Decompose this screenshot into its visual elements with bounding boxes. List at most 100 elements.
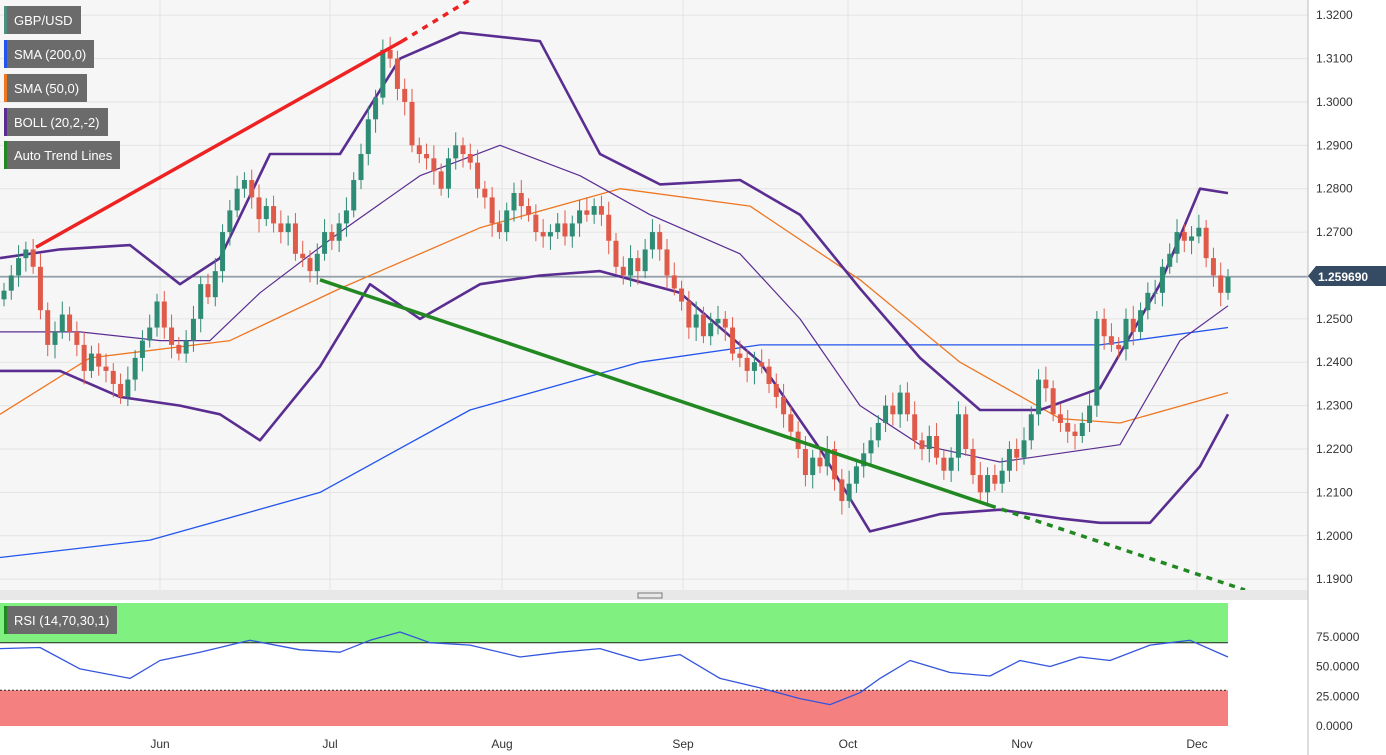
candle-body: [263, 206, 269, 220]
candle-body: [890, 405, 896, 415]
candle-body: [941, 457, 947, 471]
candle-body: [802, 449, 808, 476]
y-tick-label: 1.2700: [1316, 225, 1353, 239]
candle-body: [584, 210, 590, 215]
candle-body: [1043, 379, 1049, 389]
candle-body: [861, 453, 867, 467]
legend-sma50[interactable]: SMA (50,0): [4, 74, 88, 102]
candle-body: [547, 232, 553, 237]
candle-body: [37, 266, 43, 311]
candle-body: [1101, 318, 1107, 337]
candle-body: [52, 331, 58, 345]
candle-body: [598, 206, 604, 215]
candle-body: [183, 340, 189, 354]
candle-body: [1189, 236, 1195, 241]
rsi-y-tick-label: 75.0000: [1316, 630, 1360, 644]
candle-body: [482, 188, 488, 198]
candle-body: [693, 314, 699, 328]
pane-divider[interactable]: [0, 590, 1308, 600]
candle-body: [1014, 449, 1020, 458]
candle-body: [256, 197, 262, 220]
candle-body: [205, 284, 211, 298]
candle-body: [1130, 318, 1136, 332]
candle-body: [1210, 258, 1216, 276]
candle-body: [620, 266, 626, 276]
candle-body: [948, 457, 954, 471]
y-tick-label: 1.2500: [1316, 312, 1353, 326]
legend-swatch: [4, 40, 7, 68]
candle-body: [511, 193, 517, 211]
candle-body: [387, 49, 393, 59]
y-tick-label: 1.3000: [1316, 95, 1353, 109]
candle-body: [358, 154, 364, 181]
candle-body: [1203, 227, 1209, 259]
pane-resize-handle[interactable]: [637, 592, 663, 599]
candle-body: [1159, 266, 1165, 293]
candle-body: [875, 422, 881, 441]
candle-body: [533, 214, 539, 233]
candle-body: [1072, 431, 1078, 436]
rsi-y-tick-label: 0.0000: [1316, 719, 1353, 733]
candle-body: [241, 180, 247, 189]
legend-gbpusd[interactable]: GBP/USD: [4, 6, 81, 34]
candle-body: [96, 353, 102, 367]
candle-body: [394, 58, 400, 89]
y-tick-label: 1.2100: [1316, 485, 1353, 499]
main-plot-area[interactable]: [0, 0, 1308, 590]
candle-body: [489, 197, 495, 224]
candle-body: [1225, 276, 1231, 293]
candle-body: [810, 457, 816, 476]
candle-body: [992, 475, 998, 484]
candle-body: [577, 210, 583, 224]
candle-body: [1, 290, 7, 300]
candle-body: [1167, 253, 1173, 267]
y-tick-label: 1.1900: [1316, 572, 1353, 586]
candle-body: [16, 258, 22, 276]
legend-label: SMA (200,0): [14, 46, 87, 62]
y-tick-label: 1.2400: [1316, 355, 1353, 369]
candle-body: [846, 483, 852, 502]
candle-body: [999, 470, 1005, 484]
candle-body: [781, 396, 787, 415]
candle-body: [904, 392, 910, 415]
candle-body: [628, 258, 634, 276]
candle-body: [1108, 336, 1114, 345]
candle-body: [220, 232, 226, 272]
candle-body: [919, 440, 925, 450]
resistance-trend-extension: [401, 0, 473, 43]
legend-auto-trend-lines[interactable]: Auto Trend Lines: [4, 141, 121, 169]
candle-body: [853, 466, 859, 484]
candle-body: [460, 145, 466, 155]
candle-body: [416, 145, 422, 155]
candle-body: [285, 223, 291, 233]
legend-label: Auto Trend Lines: [14, 147, 113, 163]
candle-body: [985, 475, 991, 493]
rsi-y-tick-label: 50.0000: [1316, 660, 1360, 674]
y-tick-label: 1.2300: [1316, 399, 1353, 413]
y-tick-label: 1.2200: [1316, 442, 1353, 456]
candle-body: [23, 249, 29, 259]
candle-body: [161, 301, 167, 328]
bollinger-lower-band: [0, 269, 1230, 533]
candle-body: [1087, 405, 1093, 423]
candle-body: [336, 223, 342, 241]
candle-body: [839, 479, 845, 502]
candle-body: [467, 154, 473, 163]
indicator-lines: [0, 31, 1230, 559]
candle-body: [963, 414, 969, 450]
candle-body: [1152, 292, 1158, 294]
candle-body: [569, 223, 575, 237]
candle-body: [883, 405, 889, 423]
legend-bollinger[interactable]: BOLL (20,2,-2): [4, 108, 108, 136]
candle-body: [81, 344, 87, 371]
sma50-line: [0, 188, 1229, 424]
legend-sma200[interactable]: SMA (200,0): [4, 40, 95, 68]
candle-body: [526, 206, 532, 215]
legend-swatch: [4, 108, 7, 136]
candle-body: [59, 314, 65, 332]
candle-body: [118, 383, 124, 397]
legend-rsi[interactable]: RSI (14,70,30,1): [4, 606, 118, 634]
rsi-y-tick-label: 25.0000: [1316, 689, 1360, 703]
y-tick-label: 1.2000: [1316, 529, 1353, 543]
